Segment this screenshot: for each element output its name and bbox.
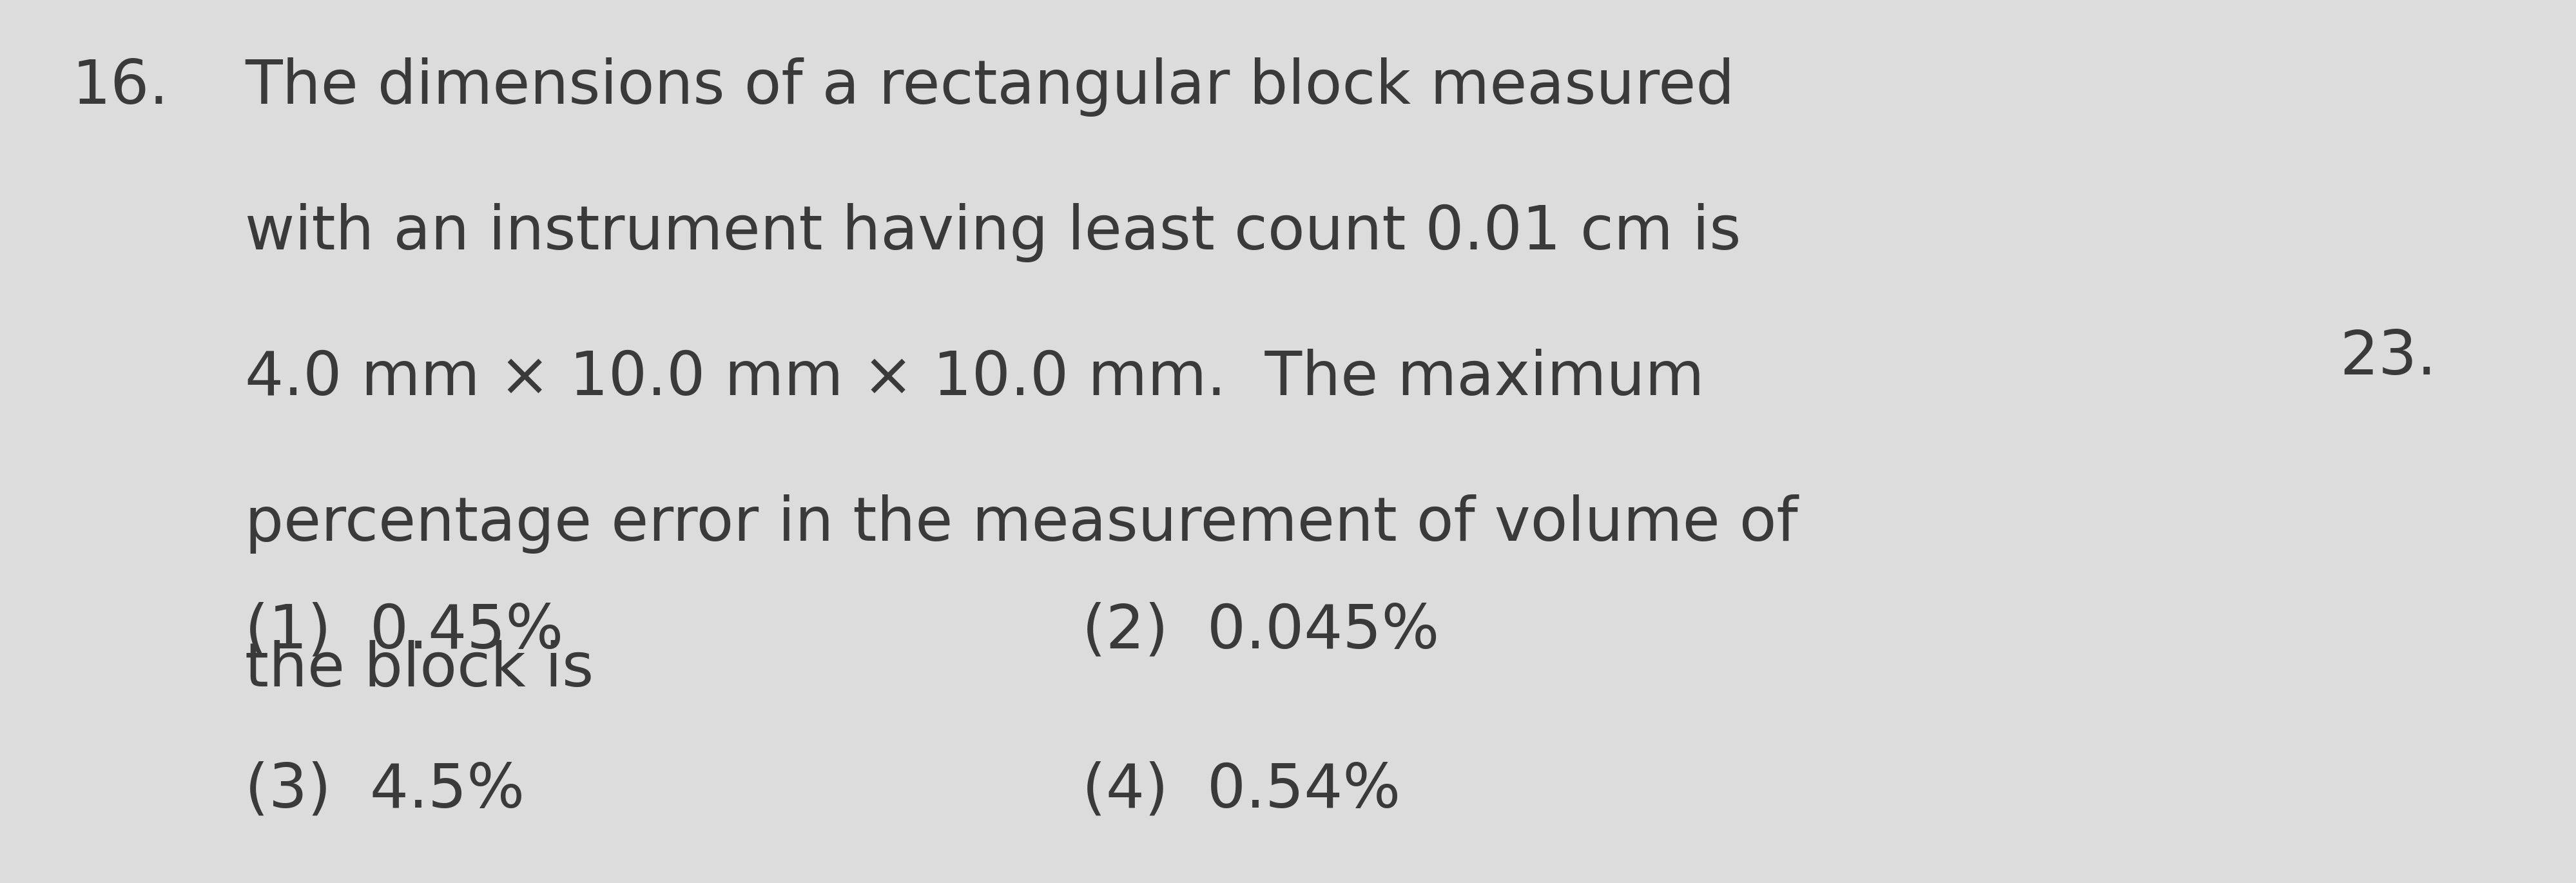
- Text: with an instrument having least count 0.01 cm is: with an instrument having least count 0.…: [245, 203, 1741, 262]
- Text: 16.: 16.: [72, 57, 170, 117]
- Text: 23.: 23.: [2339, 328, 2437, 388]
- Text: (2)  0.045%: (2) 0.045%: [1082, 601, 1440, 661]
- Text: 4.0 mm × 10.0 mm × 10.0 mm.  The maximum: 4.0 mm × 10.0 mm × 10.0 mm. The maximum: [245, 349, 1703, 408]
- Text: (3)  4.5%: (3) 4.5%: [245, 760, 526, 820]
- Text: the block is: the block is: [245, 640, 592, 699]
- Text: The dimensions of a rectangular block measured: The dimensions of a rectangular block me…: [245, 57, 1734, 117]
- Text: percentage error in the measurement of volume of: percentage error in the measurement of v…: [245, 494, 1798, 554]
- Text: (4)  0.54%: (4) 0.54%: [1082, 760, 1401, 820]
- Text: (1)  0.45%: (1) 0.45%: [245, 601, 564, 661]
